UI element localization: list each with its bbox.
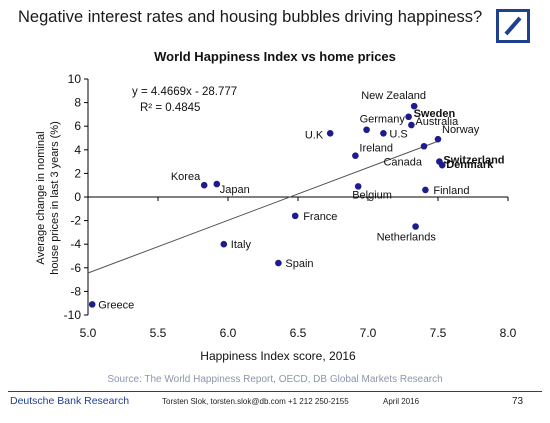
data-point <box>412 223 419 230</box>
point-label: France <box>303 211 337 223</box>
point-label: New Zealand <box>361 90 426 102</box>
point-label: Canada <box>383 156 422 168</box>
x-tick-label: 5.5 <box>150 326 167 340</box>
data-point <box>438 161 446 169</box>
x-axis-label: Happiness Index score, 2016 <box>200 349 356 363</box>
y-tick-label: -6 <box>70 261 81 275</box>
x-tick-label: 7.5 <box>430 326 447 340</box>
point-label: Ireland <box>359 143 393 155</box>
point-label: Belgium <box>352 189 392 201</box>
point-label: U.S <box>389 128 407 140</box>
point-label: Italy <box>231 239 252 251</box>
point-label: Australia <box>415 116 459 128</box>
y-tick-label: 8 <box>74 96 81 110</box>
y-axis-label-line-2: house prices in last 3 years (%) <box>49 121 61 274</box>
point-label: Spain <box>285 258 313 270</box>
y-tick-label: -2 <box>70 214 81 228</box>
data-point <box>434 135 442 143</box>
data-point <box>422 186 429 194</box>
footer-brand: Deutsche Bank Research <box>10 395 130 407</box>
x-tick-label: 7.0 <box>360 326 377 340</box>
point-label: Greece <box>98 299 134 311</box>
y-tick-label: -4 <box>70 237 81 251</box>
point-label: Norway <box>442 124 480 136</box>
data-point <box>200 181 208 189</box>
chart-title: World Happiness Index vs home prices <box>154 49 396 64</box>
footer-divider <box>8 391 542 392</box>
point-label: Finland <box>433 185 469 197</box>
footer-contact: Torsten Slok, torsten.slok@db.com +1 212… <box>162 397 349 406</box>
footer-date: April 2016 <box>383 397 420 406</box>
y-tick-label: 10 <box>68 72 82 86</box>
point-label: Germany <box>360 114 406 126</box>
source-note: Source: The World Happiness Report, OECD… <box>107 374 443 385</box>
data-point <box>275 259 282 267</box>
y-tick-label: 6 <box>74 119 81 133</box>
x-tick-label: 6.0 <box>220 326 237 340</box>
point-label: Korea <box>171 171 201 183</box>
data-point <box>363 126 370 134</box>
data-point <box>352 152 359 159</box>
point-label: Switzerland <box>443 155 504 167</box>
point-label: Japan <box>220 184 250 196</box>
data-point <box>291 212 299 220</box>
point-label: Sweden <box>414 108 456 120</box>
data-point <box>326 129 334 137</box>
y-tick-label: -8 <box>70 284 81 298</box>
data-point <box>220 240 228 248</box>
y-tick-label: 0 <box>74 190 81 204</box>
y-tick-label: 4 <box>74 143 81 157</box>
data-point <box>405 113 412 121</box>
trendline-r-squared: R² = 0.4845 <box>140 102 200 114</box>
data-point <box>354 183 362 190</box>
data-point <box>420 142 428 150</box>
x-tick-label: 6.5 <box>290 326 307 340</box>
point-label: U.K <box>305 129 324 141</box>
point-label: Denmark <box>446 159 494 171</box>
trendline <box>87 140 439 274</box>
x-tick-label: 8.0 <box>500 326 517 340</box>
data-point <box>408 121 415 129</box>
deutsche-bank-logo <box>496 9 530 43</box>
x-tick-label: 5.0 <box>80 326 97 340</box>
y-axis-label-line-1: Average change in nominal <box>35 131 47 264</box>
point-label: Netherlands <box>377 232 437 244</box>
data-point <box>410 102 418 110</box>
y-tick-label: -10 <box>64 308 82 322</box>
headline: Negative interest rates and housing bubb… <box>18 8 483 26</box>
data-point <box>380 129 387 137</box>
data-point <box>88 301 96 308</box>
trendline-equation: y = 4.4669x - 28.777 <box>132 86 237 98</box>
y-tick-label: 2 <box>74 166 81 180</box>
page-number: 73 <box>512 396 524 407</box>
data-point <box>213 180 221 188</box>
